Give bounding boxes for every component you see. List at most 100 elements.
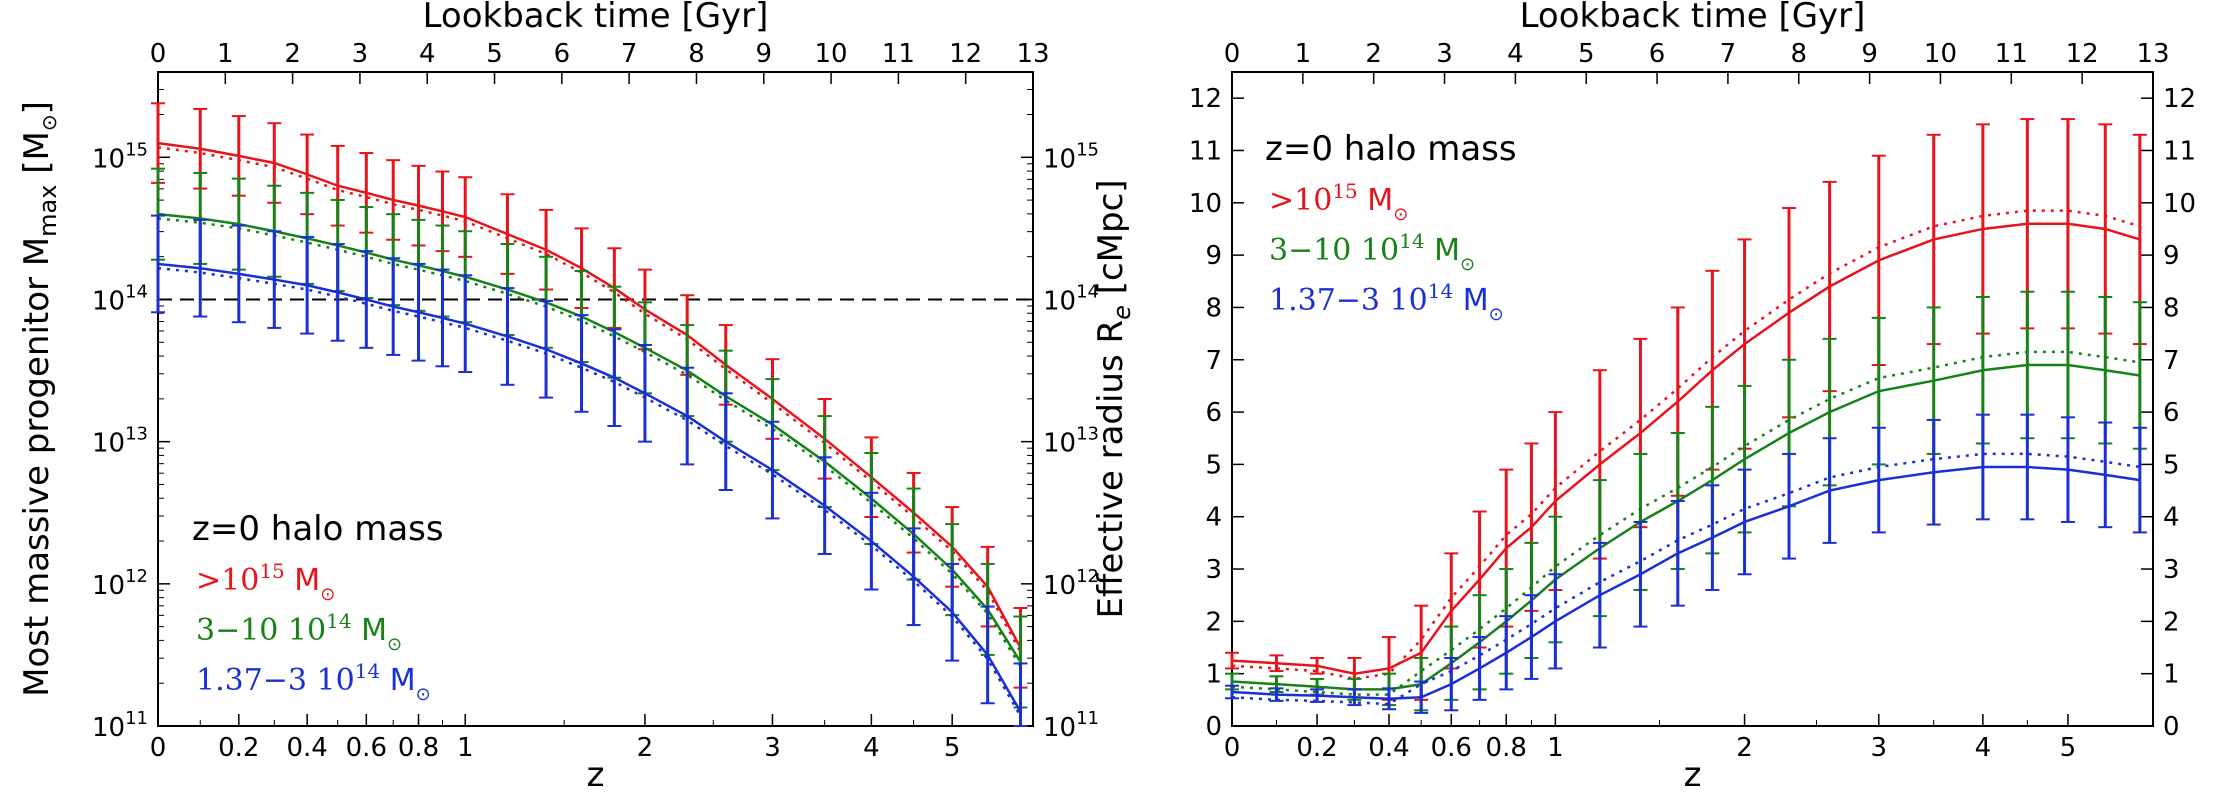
panel1-x-tick-label: 0.4 [286,733,327,763]
panel2-top-tick-label: 2 [1365,39,1382,69]
panel2-y-tick-label-right: 7 [2163,346,2180,376]
panel1-y-tick-label-right: 1013 [1043,424,1099,459]
panel2-x-tick-label: 0.2 [1296,733,1337,763]
panel1-top-tick-label: 5 [486,39,503,69]
panel1-top-tick-label: 3 [352,39,369,69]
panel2-x-tick-label: 2 [1736,733,1753,763]
panel2-plot-frame [1231,71,2154,727]
panel2-y-tick-label-right: 12 [2163,84,2196,114]
panel2-y-tick-label: 5 [1205,450,1222,480]
panel2-top-tick-label: 7 [1720,39,1737,69]
panel1-y-axis-title: Most massive progenitor Mmax [M⊙] [17,101,62,697]
panel1-legend-title: z=0 halo mass [192,509,444,549]
panel1-top-tick-label: 9 [755,39,772,69]
panel1-top-tick-label: 0 [150,39,167,69]
panel2-legend-title: z=0 halo mass [1265,129,1517,169]
panel1-top-tick-label: 1 [217,39,234,69]
panel1-x-tick-label: 0.6 [346,733,387,763]
panel1-top-tick-label: 12 [949,39,982,69]
panel2-top-tick-label: 11 [1995,39,2028,69]
panel2-series-dotted-blue [1231,452,2141,706]
panel1-errorbars-red [151,102,1028,689]
panel2-top-tick-label: 3 [1436,39,1453,69]
panel1-y-tick-label: 1014 [92,281,148,316]
panel1-top-tick-label: 6 [554,39,571,69]
panel2-x-tick-label: 0.4 [1368,733,1409,763]
panel2-top-tick-label: 12 [2066,39,2099,69]
panel1-y-tick-label: 1012 [92,566,148,601]
panel2-top-tick-label: 9 [1861,39,1878,69]
panel2-x-tick-label: 1 [1547,733,1564,763]
panel2-series-dotted-red [1231,209,2141,681]
panel1-x-tick-label: 5 [944,733,961,763]
panel1-y-tick-label: 1013 [92,424,148,459]
panel1-x-tick-label: 4 [863,733,880,763]
panel2-y-tick-label: 9 [1205,241,1222,271]
panel1-legend-entry-blue: 1.37−3 1014 M⊙ [196,659,431,705]
panel2-y-tick-label-right: 8 [2163,293,2180,323]
panel1-x-tick-label: 2 [637,733,654,763]
panel1-top-tick-label: 4 [419,39,436,69]
panel2-x-tick-label: 3 [1870,733,1887,763]
panel1-legend-entry-red: >1015 M⊙ [196,559,335,605]
panel2-y-tick-label-right: 5 [2163,450,2180,480]
panel2-legend-entry-green: 3−10 1014 M⊙ [1269,229,1475,275]
panel1-x-tick-label: 3 [764,733,781,763]
panel2-series-dotted-green [1231,350,2141,696]
panel2-x-tick-label: 0.8 [1486,733,1527,763]
panel2-y-axis-title: Effective radius Re [cMpc] [1091,179,1136,618]
panel1-series-dotted-green [157,217,1022,667]
panel2-legend-entry-blue: 1.37−3 1014 M⊙ [1269,279,1504,325]
panel2-top-tick-label: 8 [1790,39,1807,69]
panel1-y-tick-label-right: 1012 [1043,566,1099,601]
panel2-top-tick-label: 13 [2136,39,2169,69]
panel2-y-tick-label-right: 6 [2163,398,2180,428]
panel2-y-tick-label-right: 0 [2163,712,2180,742]
panel2-y-tick-label: 2 [1205,607,1222,637]
panel2-y-tick-label-right: 2 [2163,607,2180,637]
panel2-y-tick-label-right: 10 [2163,189,2196,219]
panel2-y-tick-label-right: 1 [2163,660,2180,690]
panel2-y-tick-label: 10 [1189,189,1222,219]
panel2-x-tick-label: 5 [2060,733,2077,763]
panel2-top-tick-label: 10 [1924,39,1957,69]
panel2-y-tick-label: 4 [1205,503,1222,533]
panel1-x-tick-label: 1 [457,733,474,763]
panel2-y-tick-label: 8 [1205,293,1222,323]
panel1-x-axis-title: z [587,755,605,795]
panel2-y-tick-label-right: 9 [2163,241,2180,271]
panel1-x-tick-label: 0.8 [398,733,439,763]
panel2-top-tick-label: 0 [1224,39,1241,69]
panel2-top-tick-label: 5 [1578,39,1595,69]
panel1-top-tick-label: 10 [815,39,848,69]
panel2-y-tick-label-right: 3 [2163,555,2180,585]
panel2-legend-entry-red: >1015 M⊙ [1269,179,1408,225]
panel1-y-tick-label-right: 1011 [1043,708,1099,743]
panel1-top-axis-title: Lookback time [Gyr] [423,0,769,36]
panel1-y-tick-label-right: 1014 [1043,281,1099,316]
panel2-y-tick-label: 7 [1205,346,1222,376]
panel2-top-tick-label: 1 [1295,39,1312,69]
panel1-top-tick-label: 11 [882,39,915,69]
panel2-y-tick-label-right: 11 [2163,136,2196,166]
panel2-series-line-green [1231,363,2141,691]
panel1-top-tick-label: 13 [1016,39,1049,69]
panel2-y-tick-label: 3 [1205,555,1222,585]
panel2-x-tick-label: 4 [1975,733,1992,763]
panel1-series-line-blue [157,262,1022,713]
panel1-errorbars-blue [151,214,1028,727]
panel2-top-tick-label: 4 [1507,39,1524,69]
panel2-top-tick-label: 6 [1649,39,1666,69]
panel2-series-line-red [1231,222,2141,675]
panel2-y-tick-label: 11 [1189,136,1222,166]
panel1-x-tick-label: 0.2 [218,733,259,763]
panel2-y-tick-label: 6 [1205,398,1222,428]
panel1-top-tick-label: 7 [621,39,638,69]
panel2-x-tick-label: 0.6 [1431,733,1472,763]
panel2-y-tick-label-right: 4 [2163,503,2180,533]
panel1-y-tick-label-right: 1015 [1043,139,1099,174]
panel1-top-tick-label: 8 [688,39,705,69]
panel2-top-axis-title: Lookback time [Gyr] [1520,0,1866,36]
